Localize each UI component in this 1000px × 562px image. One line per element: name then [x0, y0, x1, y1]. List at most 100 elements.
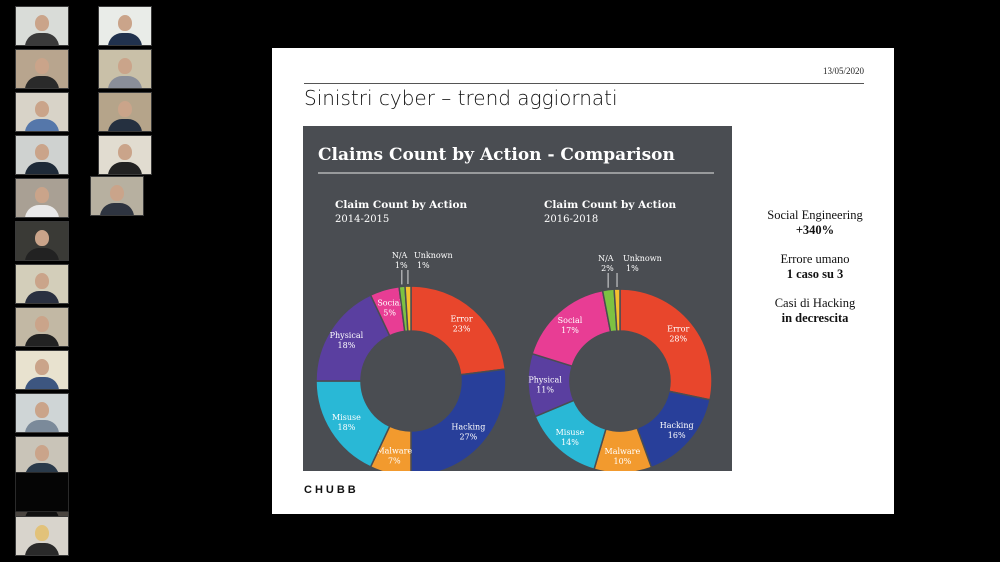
- participant-body: [25, 162, 59, 174]
- participant-face: [110, 185, 124, 201]
- shared-slide: 13/05/2020 Sinistri cyber – trend aggior…: [272, 48, 894, 514]
- slice-name-label: Hacking: [451, 423, 485, 432]
- finding-value: 1 caso su 3: [786, 267, 844, 281]
- participant-video-tile[interactable]: [15, 393, 69, 433]
- chart-panel: Claims Count by Action - Comparison Clai…: [303, 126, 732, 471]
- slice-name-label: Malware: [376, 447, 412, 456]
- finding-social-engineering: Social Engineering +340%: [740, 208, 890, 238]
- finding-human-error: Errore umano 1 caso su 3: [740, 252, 890, 282]
- participant-body: [25, 420, 59, 432]
- participant-body: [108, 33, 142, 45]
- participant-body: [25, 377, 59, 389]
- chart-title: Claim Count by Action: [544, 199, 677, 211]
- participant-video-tile[interactable]: [98, 49, 152, 89]
- participant-face: [118, 58, 132, 74]
- participant-face: [35, 230, 49, 246]
- participant-face: [35, 144, 49, 160]
- slice-value-label: 10%: [613, 457, 631, 466]
- finding-label: Social Engineering: [767, 208, 863, 222]
- slice-value-label: 18%: [338, 423, 356, 432]
- slice-name-label: Unknown: [414, 251, 453, 260]
- slice-name-label: Physical: [330, 331, 364, 340]
- donut-slice-unknown: [404, 285, 412, 332]
- participant-video-tile[interactable]: [15, 178, 69, 218]
- participant-video-tile[interactable]: [15, 49, 69, 89]
- participant-face: [35, 525, 49, 541]
- participant-face: [35, 445, 49, 461]
- participant-body: [25, 543, 59, 555]
- participant-body: [25, 33, 59, 45]
- participant-video-tile[interactable]: [98, 135, 152, 175]
- participant-face: [35, 316, 49, 332]
- participant-video-tile[interactable]: [15, 307, 69, 347]
- participant-face: [118, 101, 132, 117]
- panel-title: Claims Count by Action - Comparison: [318, 145, 675, 165]
- slice-value-label: 5%: [383, 309, 396, 318]
- participant-video-tile[interactable]: [15, 516, 69, 556]
- participant-video-tile[interactable]: [15, 135, 69, 175]
- participant-body: [25, 248, 59, 260]
- slice-value-label: 23%: [453, 325, 471, 334]
- donut-slice-error: [619, 288, 713, 401]
- participant-body: [100, 203, 134, 215]
- slice-value-label: 1%: [626, 264, 639, 273]
- participant-body: [108, 76, 142, 88]
- slice-value-label: 18%: [338, 341, 356, 350]
- participant-video-tile[interactable]: [15, 472, 69, 512]
- key-findings: Social Engineering +340% Errore umano 1 …: [740, 208, 890, 340]
- participant-video-tile[interactable]: [90, 176, 144, 216]
- slice-name-label: Unknown: [623, 254, 662, 263]
- participant-face: [35, 273, 49, 289]
- participant-video-tile[interactable]: [15, 436, 69, 476]
- claims-chart-svg: Claims Count by Action - Comparison Clai…: [315, 145, 714, 471]
- participant-face: [118, 144, 132, 160]
- participant-body: [25, 119, 59, 131]
- slice-value-label: 7%: [388, 457, 401, 466]
- slice-value-label: 27%: [459, 433, 477, 442]
- title-divider: [304, 83, 864, 84]
- slice-name-label: Error: [451, 315, 473, 324]
- participant-body: [25, 205, 59, 217]
- slide-date: 13/05/2020: [822, 66, 864, 76]
- slice-name-label: Malware: [605, 447, 641, 456]
- participant-body: [25, 291, 59, 303]
- participant-video-tile[interactable]: [15, 221, 69, 261]
- slice-name-label: Social: [377, 299, 402, 308]
- participant-video-tile[interactable]: [15, 6, 69, 46]
- participant-body: [108, 119, 142, 131]
- finding-value: in decrescita: [781, 311, 849, 325]
- slice-value-label: 1%: [395, 261, 408, 270]
- chart-subtitle: 2014-2015: [335, 214, 389, 225]
- participant-face: [35, 58, 49, 74]
- participant-body: [25, 334, 59, 346]
- slice-value-label: 17%: [561, 326, 579, 335]
- participant-body: [108, 162, 142, 174]
- chart-subtitle: 2016-2018: [544, 214, 598, 225]
- donut-slice-unknown: [613, 288, 621, 332]
- slide-title: Sinistri cyber – trend aggiornati: [304, 86, 618, 110]
- slice-value-label: 11%: [536, 386, 554, 395]
- participant-video-tile[interactable]: [98, 6, 152, 46]
- participant-video-tile[interactable]: [15, 350, 69, 390]
- slice-name-label: Error: [667, 325, 689, 334]
- slice-name-label: Social: [558, 316, 583, 325]
- participant-video-tile[interactable]: [98, 92, 152, 132]
- slice-value-label: 2%: [601, 264, 614, 273]
- slice-name-label: Physical: [528, 376, 562, 385]
- slice-value-label: 1%: [417, 261, 430, 270]
- participant-face: [35, 359, 49, 375]
- participant-face: [35, 101, 49, 117]
- slice-value-label: 14%: [561, 438, 579, 447]
- participant-face: [35, 402, 49, 418]
- slice-name-label: N/A: [598, 254, 614, 263]
- participant-video-tile[interactable]: [15, 264, 69, 304]
- finding-value: +340%: [795, 223, 835, 237]
- slice-name-label: Misuse: [332, 413, 361, 422]
- slice-name-label: Misuse: [556, 428, 585, 437]
- donut-slice-hacking: [410, 368, 507, 471]
- slice-value-label: 28%: [669, 335, 687, 344]
- participant-video-tile[interactable]: [15, 92, 69, 132]
- finding-label: Errore umano: [780, 252, 850, 266]
- participant-body: [25, 76, 59, 88]
- slice-value-label: 16%: [668, 431, 686, 440]
